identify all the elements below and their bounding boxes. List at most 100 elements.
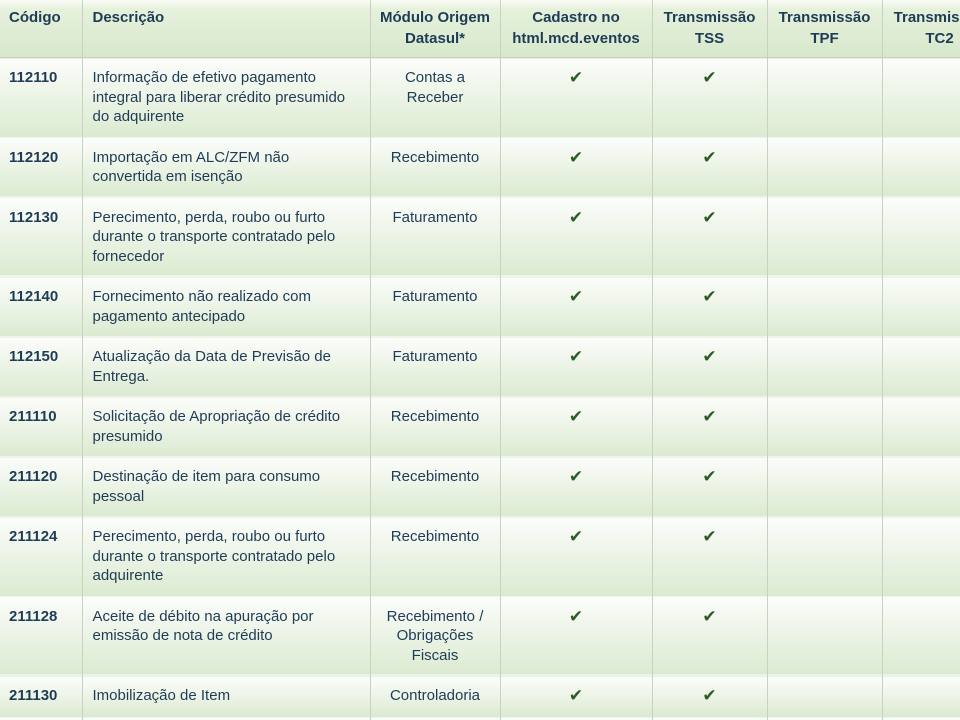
check-cell-tss: ✔ [652,136,768,197]
code-cell: 112150 [0,336,83,397]
description-cell: Solicitação de Apropriação de crédito pr… [82,396,371,457]
module-cell: Controladoria [370,675,501,717]
description-cell: Solicitação de Apropriação de crédito [82,716,371,720]
table-row: 211130 Imobilização de Item Controladoria ✔… [0,675,960,717]
check-cell-cadastro: ✔ [500,336,653,397]
table-row: 211124 Perecimento, perda, roubo ou furto… [0,516,960,596]
checkmark-icon: ✔ [568,68,584,87]
check-cell-tpf [767,516,883,596]
column-header-tss: Transmissão TSS [652,0,768,58]
check-cell-cadastro: ✔ [500,675,653,717]
check-cell-cadastro: ✔ [500,136,653,197]
table-row: 211128 Aceite de débito na apuração por e… [0,595,960,676]
check-cell-tss: ✔ [652,595,768,676]
checkmark-icon: ✔ [702,207,717,227]
check-cell-cadastro [500,716,653,720]
code-cell: 211124 [0,516,83,596]
checkmark-icon: ✔ [702,606,717,626]
header-row: Código Descrição Módulo Origem Datasul* … [0,0,960,58]
check-cell-tc2 [882,456,960,517]
check-cell-tpf [767,675,883,717]
table-row: 211110 Solicitação de Apropriação de créd… [0,396,960,457]
description-cell: Destinação de item para consumo pessoal [82,456,371,517]
check-cell-tss: ✔ [652,675,768,717]
code-cell: 112110 [0,57,83,137]
check-cell-cadastro: ✔ [500,276,653,337]
checkmark-icon: ✔ [568,347,584,366]
check-cell-tss: ✔ [652,196,768,277]
checkmark-icon: ✔ [702,68,717,87]
table-row: 112120 Importação em ALC/ZFM não converti… [0,136,960,197]
check-cell-tpf [767,276,883,337]
description-cell: Importação em ALC/ZFM não convertida em … [82,136,371,197]
table-row: 112130 Perecimento, perda, roubo ou furto… [0,196,960,277]
table-row: 112150 Atualização da Data de Previsão de… [0,336,960,397]
description-cell: Fornecimento não realizado com pagamento… [82,276,371,337]
check-cell-tss: ✔ [652,276,768,337]
module-cell: Recebimento [370,516,501,596]
code-cell: 112140 [0,276,83,337]
description-cell: Informação de efetivo pagamento integral… [82,57,371,137]
check-cell-tss: ✔ [652,516,768,596]
module-cell: Recebimento [370,456,501,517]
check-cell-tc2 [882,595,960,676]
check-cell-tss [652,716,768,720]
checkmark-icon: ✔ [702,347,717,366]
module-cell: Recebimento [370,136,501,197]
check-cell-tpf [767,336,883,397]
check-cell-cadastro: ✔ [500,196,653,277]
table-row: 211120 Destinação de item para consumo pe… [0,456,960,517]
column-header-tpf: Transmissão TPF [767,0,883,58]
checkmark-icon: ✔ [568,686,584,705]
check-cell-tc2 [882,336,960,397]
table-row: 112110 Informação de efetivo pagamento in… [0,57,960,137]
check-cell-cadastro: ✔ [500,595,653,676]
table-row: 211140Solicitação de Apropriação de créd… [0,716,960,720]
checkmark-icon: ✔ [568,467,584,486]
checkmark-icon: ✔ [702,686,717,705]
table-body: 112110 Informação de efetivo pagamento in… [0,57,960,720]
table-row: 112140 Fornecimento não realizado com pag… [0,276,960,337]
check-cell-tc2 [882,516,960,596]
check-cell-tss: ✔ [652,456,768,517]
module-cell: Contas a Receber [370,57,501,137]
check-cell-tpf [767,595,883,676]
checkmark-icon: ✔ [568,147,584,167]
check-cell-tpf [767,456,883,517]
checkmark-icon: ✔ [568,407,584,426]
check-cell-tss: ✔ [652,336,768,397]
code-cell: 211110 [0,396,83,457]
check-cell-tc2 [882,716,960,720]
module-cell: Faturamento [370,196,501,277]
description-cell: Aceite de débito na apuração por emissão… [82,595,371,676]
checkmark-icon: ✔ [568,287,584,306]
check-cell-cadastro: ✔ [500,396,653,457]
code-cell: 112120 [0,136,83,197]
check-cell-tc2 [882,57,960,137]
check-cell-cadastro: ✔ [500,57,653,137]
check-cell-tc2 [882,675,960,717]
code-cell: 211140 [0,716,83,720]
column-header-modulo: Módulo Origem Datasul* [370,0,501,58]
checkmark-icon: ✔ [568,207,584,227]
description-cell: Perecimento, perda, roubo ou furto duran… [82,516,371,596]
description-cell: Imobilização de Item [82,675,371,717]
checkmark-icon: ✔ [702,527,717,546]
check-cell-tss: ✔ [652,396,768,457]
check-cell-tc2 [882,276,960,337]
checkmark-icon: ✔ [702,407,717,426]
module-cell: Recebimento / Obrigações Fiscais [370,595,501,676]
code-cell: 211120 [0,456,83,517]
checkmark-icon: ✔ [568,606,584,626]
checkmark-icon: ✔ [702,287,717,306]
check-cell-tpf [767,57,883,137]
check-cell-tpf [767,716,883,720]
code-cell: 211130 [0,675,83,717]
code-cell: 211128 [0,595,83,676]
check-cell-tpf [767,196,883,277]
column-header-cadastro: Cadastro no html.mcd.eventos [500,0,653,58]
check-cell-tc2 [882,196,960,277]
module-cell [370,716,501,720]
check-cell-cadastro: ✔ [500,516,653,596]
check-cell-tpf [767,396,883,457]
